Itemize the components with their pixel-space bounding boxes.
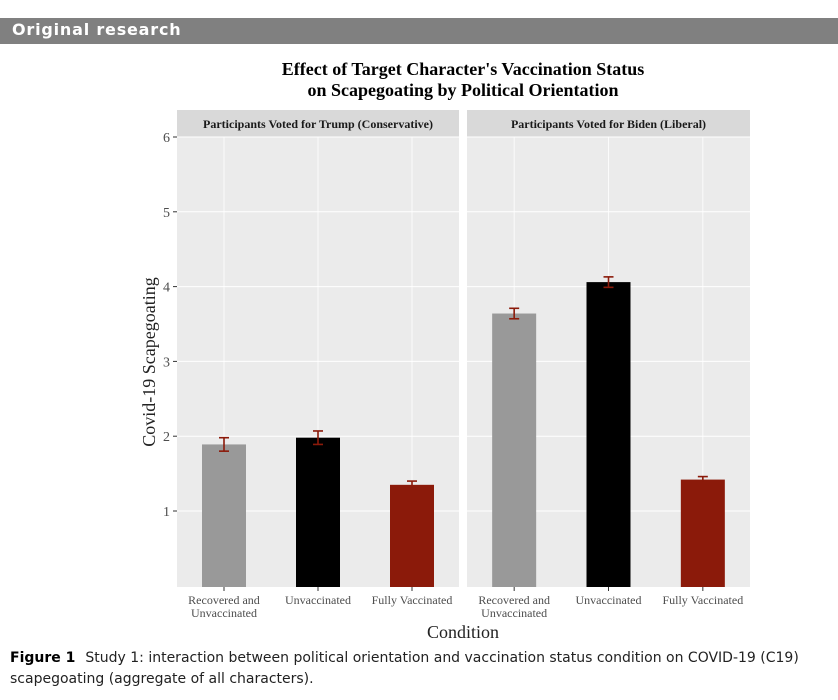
facet-strip-2 (467, 110, 750, 137)
section-header-bar: Original research (0, 18, 838, 44)
x-tick-label: Recovered and (188, 593, 260, 607)
x-tick-label: Unvaccinated (576, 593, 642, 607)
bar-chart: Effect of Target Character's Vaccination… (139, 59, 750, 642)
x-tick-label: Fully Vaccinated (662, 593, 743, 607)
x-tick-label: Recovered and (478, 593, 550, 607)
bar-1-3 (390, 484, 434, 587)
section-header-label: Original research (12, 20, 182, 39)
x-tick-label: Fully Vaccinated (372, 593, 453, 607)
x-tick-label: Unvaccinated (285, 593, 351, 607)
bar-2-3 (680, 479, 725, 587)
figure-caption: Figure 1 Study 1: interaction between pol… (10, 648, 830, 690)
facet-strip-1 (177, 110, 459, 137)
y-tick-label: 4 (163, 281, 170, 296)
x-tick-label: Unvaccinated (481, 606, 547, 620)
facet-strip-label-2: Participants Voted for Biden (Liberal) (511, 117, 706, 131)
y-axis-label: Covid-19 Scapegoating (139, 277, 159, 446)
chart-title-line-2: on Scapegoating by Political Orientation (307, 80, 618, 100)
figure-label: Figure 1 (10, 650, 76, 666)
bar-1-2 (296, 437, 340, 587)
y-tick-label: 3 (163, 355, 170, 370)
y-tick-label: 1 (163, 505, 170, 520)
y-tick-label: 6 (163, 131, 170, 146)
bar-2-2 (586, 282, 631, 587)
x-axis-label: Condition (427, 622, 499, 642)
facet-strip-label-1: Participants Voted for Trump (Conservati… (203, 117, 433, 131)
x-tick-label: Unvaccinated (191, 606, 257, 620)
figure-caption-text: Study 1: interaction between political o… (10, 650, 799, 687)
y-tick-label: 5 (163, 206, 170, 221)
bar-2-1 (492, 313, 537, 587)
chart-title-line-1: Effect of Target Character's Vaccination… (282, 59, 644, 79)
bar-1-1 (202, 444, 246, 587)
y-tick-label: 2 (163, 430, 170, 445)
